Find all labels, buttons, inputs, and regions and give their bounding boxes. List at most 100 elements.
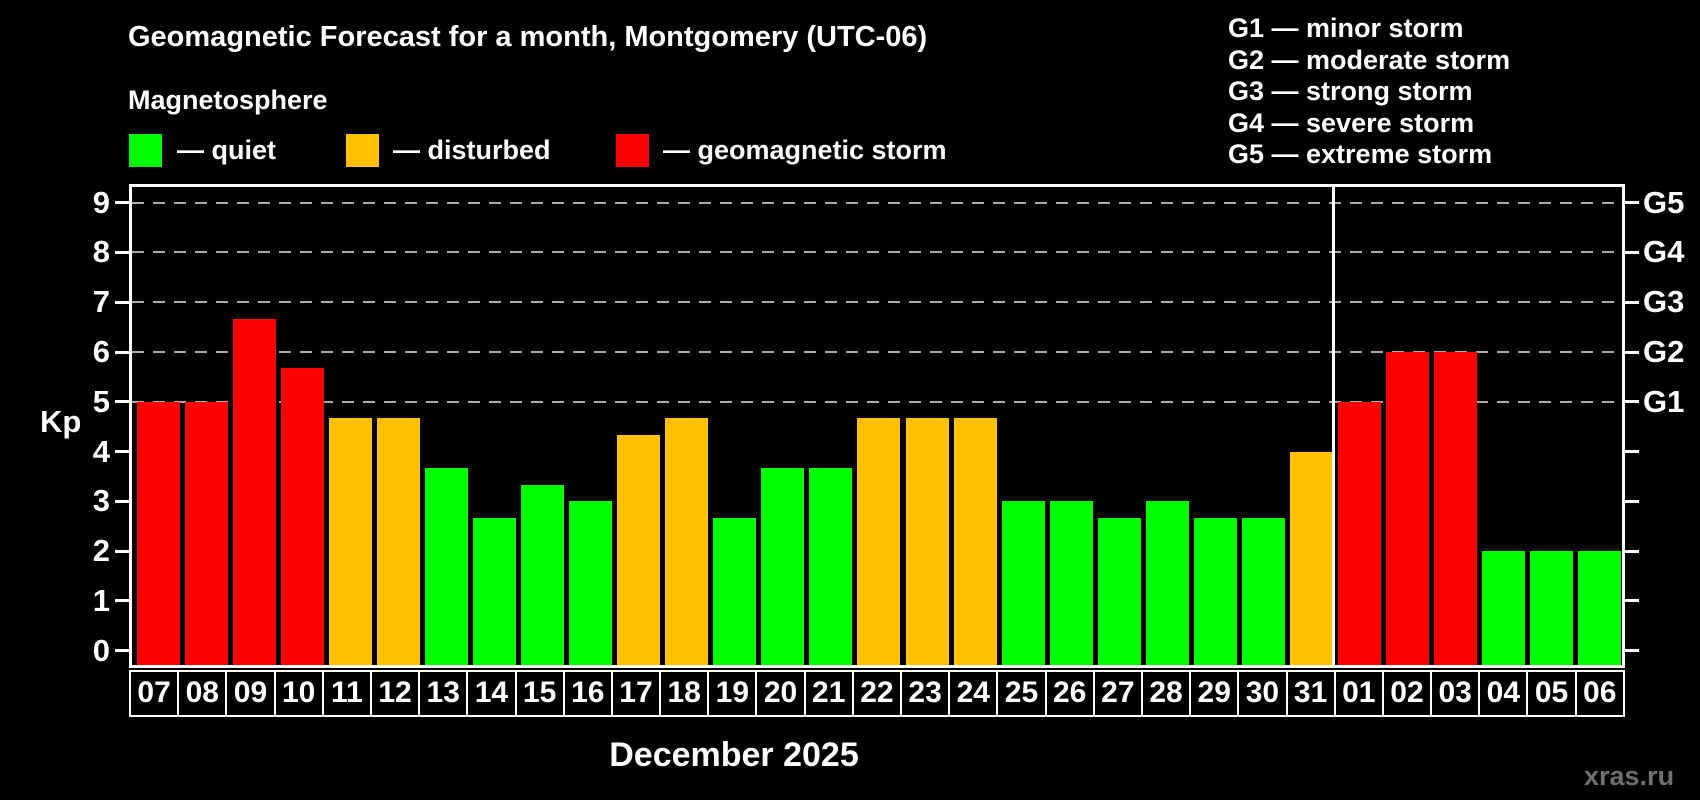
bar-day-20 [761, 468, 805, 665]
bar-day-18 [665, 418, 709, 665]
month-separator-line [1332, 187, 1336, 665]
legend-label-quiet: — quiet [177, 135, 276, 165]
day-label-03: 03 [1432, 672, 1481, 715]
bar-day-30 [1241, 517, 1285, 665]
storm-scale-g1: G1 — minor storm [1228, 13, 1464, 43]
y-tick-label-1: 1 [92, 582, 110, 618]
y-tick-label-3: 3 [92, 483, 110, 519]
y-tick-right-9 [1625, 201, 1639, 205]
day-label-01: 01 [1336, 672, 1384, 715]
day-label-10: 10 [276, 672, 324, 715]
bar-day-12 [376, 418, 420, 665]
bar-day-27 [1097, 517, 1141, 665]
day-label-16: 16 [565, 672, 613, 715]
watermark: xras.ru [1584, 761, 1675, 791]
y-tick-right-1 [1625, 599, 1639, 603]
y-tick-left-7 [115, 300, 129, 304]
y-tick-left-5 [115, 400, 129, 404]
day-label-28: 28 [1143, 672, 1192, 715]
y-tick-label-5: 5 [92, 383, 110, 419]
bar-day-05 [1530, 551, 1574, 665]
day-label-11: 11 [324, 672, 372, 715]
bar-day-01 [1338, 401, 1382, 665]
y-tick-label-6: 6 [92, 334, 110, 370]
bar-day-15 [521, 484, 565, 665]
day-label-05: 05 [1528, 672, 1577, 715]
day-label-20: 20 [757, 672, 806, 715]
bar-day-17 [617, 435, 661, 665]
day-label-18: 18 [661, 672, 710, 715]
plot-canvas [132, 187, 1622, 665]
right-axis-label-g2: G2 [1643, 334, 1685, 370]
legend-label-storm: — geomagnetic storm [663, 135, 947, 165]
right-axis-label-g5: G5 [1643, 184, 1685, 220]
bar-day-02 [1386, 352, 1430, 665]
y-tick-label-2: 2 [92, 533, 110, 569]
bar-day-16 [569, 501, 613, 665]
y-tick-left-6 [115, 350, 129, 354]
bar-day-07 [136, 401, 180, 665]
day-label-24: 24 [950, 672, 999, 715]
day-label-12: 12 [372, 672, 421, 715]
y-tick-right-2 [1625, 549, 1639, 553]
day-label-27: 27 [1095, 672, 1143, 715]
day-label-08: 08 [179, 672, 228, 715]
storm-scale-g5: G5 — extreme storm [1228, 139, 1493, 170]
day-label-07: 07 [131, 672, 180, 715]
y-tick-right-6 [1625, 350, 1639, 354]
y-tick-right-3 [1625, 499, 1639, 503]
bar-day-11 [328, 418, 372, 665]
y-tick-right-5 [1625, 400, 1639, 404]
y-tick-label-8: 8 [92, 234, 110, 270]
day-label-23: 23 [902, 672, 951, 715]
bar-day-08 [184, 401, 228, 665]
bar-day-21 [809, 468, 853, 665]
gridline-kp-7 [132, 301, 1622, 304]
y-tick-left-8 [115, 250, 129, 254]
day-label-17: 17 [613, 672, 662, 715]
y-tick-left-2 [115, 549, 129, 553]
storm-scale-g4: G4 — severe storm [1228, 107, 1475, 138]
bar-day-10 [280, 368, 324, 665]
bar-day-09 [232, 318, 276, 665]
plot-area [129, 184, 1625, 668]
right-axis-label-g3: G3 [1643, 284, 1685, 320]
day-label-21: 21 [806, 672, 854, 715]
day-label-15: 15 [517, 672, 565, 715]
day-label-02: 02 [1384, 672, 1433, 715]
day-label-31: 31 [1288, 672, 1336, 715]
bar-day-22 [857, 418, 901, 665]
y-tick-right-7 [1625, 300, 1639, 304]
day-label-25: 25 [998, 672, 1047, 715]
day-label-19: 19 [709, 672, 758, 715]
storm-scale-g2: G2 — moderate storm [1228, 44, 1511, 75]
gridline-kp-9 [132, 201, 1622, 204]
y-tick-left-4 [115, 450, 129, 454]
bar-day-29 [1193, 517, 1237, 665]
x-axis-day-labels: 07 08 09 10 11 12 13 14 15 16 17 18 19 20 21 22 23 24 25 26… [129, 670, 1625, 717]
y-tick-right-4 [1625, 450, 1639, 454]
y-tick-left-3 [115, 499, 129, 503]
y-tick-label-7: 7 [92, 284, 110, 320]
gridline-kp-5 [132, 400, 1622, 403]
day-label-29: 29 [1191, 672, 1240, 715]
bar-day-31 [1290, 451, 1334, 665]
right-axis-label-g4: G4 [1643, 234, 1685, 270]
page-title: Geomagnetic Forecast for a month, Montgo… [128, 21, 928, 53]
legend-swatch-quiet [129, 134, 162, 167]
y-tick-right-8 [1625, 250, 1639, 254]
day-label-06: 06 [1583, 676, 1617, 709]
day-label-09: 09 [227, 672, 276, 715]
y-tick-label-0: 0 [92, 632, 110, 668]
y-tick-label-9: 9 [92, 184, 110, 220]
day-label-14: 14 [468, 672, 517, 715]
y-tick-right-0 [1625, 649, 1639, 653]
storm-scale-g3: G3 — strong storm [1228, 76, 1473, 107]
y-tick-left-9 [115, 201, 129, 205]
legend-swatch-storm [616, 134, 649, 167]
bar-day-13 [424, 468, 468, 665]
y-tick-left-0 [115, 649, 129, 653]
day-label-30: 30 [1239, 672, 1288, 715]
bar-day-04 [1482, 551, 1526, 665]
